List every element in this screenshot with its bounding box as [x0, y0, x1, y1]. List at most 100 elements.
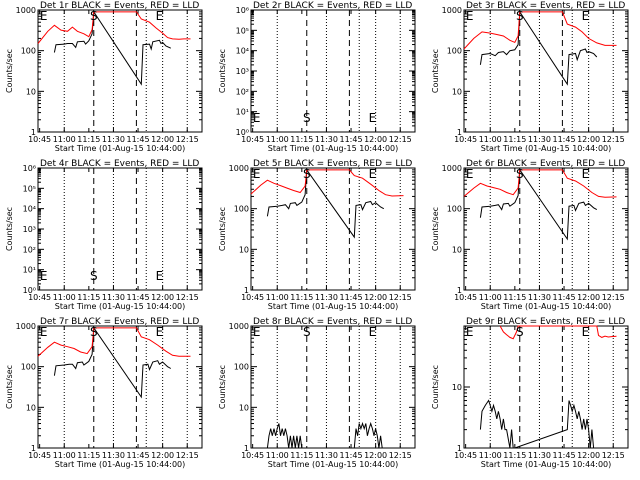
x-tick-label: 11:15 — [503, 293, 526, 302]
y-tick-label: 10⁶ — [23, 164, 36, 173]
x-tick-label: 11:15 — [77, 293, 100, 302]
x-tick-label: 12:00 — [151, 293, 174, 302]
events-series-line — [266, 421, 384, 449]
y-tick-label: 10 — [239, 403, 249, 412]
x-tick-label: 11:30 — [102, 293, 125, 302]
x-tick-label: 11:30 — [102, 135, 125, 144]
lld-series-line — [250, 169, 404, 197]
x-tick-label: 12:00 — [577, 135, 600, 144]
y-tick-label: 100 — [21, 363, 36, 372]
y-tick-label: 100 — [447, 47, 462, 56]
x-tick-label: 11:00 — [53, 451, 76, 460]
y-tick-label: 100 — [234, 205, 249, 214]
x-tick-label: 12:00 — [364, 135, 387, 144]
lld-series-line — [37, 327, 191, 357]
end-marker: E — [582, 167, 590, 181]
x-tick-label: 10:45 — [28, 451, 51, 460]
x-tick-label: 12:00 — [577, 293, 600, 302]
start-marker: S — [303, 111, 311, 125]
events-series-line — [479, 168, 598, 241]
y-tick-label: 1000 — [229, 322, 249, 331]
x-tick-label: 11:00 — [266, 451, 289, 460]
y-axis-label: Counts/sec — [218, 207, 227, 251]
plot-frame — [37, 167, 203, 291]
x-axis-label: Start Time (01-Aug-15 10:44:00) — [268, 460, 399, 469]
end-marker: E — [40, 9, 48, 23]
y-tick-label: 10² — [23, 245, 36, 254]
x-tick-label: 12:15 — [602, 135, 625, 144]
y-tick-label: 100 — [234, 363, 249, 372]
y-tick-label: 1000 — [442, 164, 462, 173]
x-tick-label: 10:45 — [454, 293, 477, 302]
start-marker: S — [90, 9, 98, 23]
x-tick-label: 11:15 — [77, 135, 100, 144]
y-tick-label: 10¹ — [236, 108, 249, 117]
y-axis-label: Counts/sec — [431, 49, 440, 93]
end-marker: E — [582, 325, 590, 339]
plot-frame — [463, 167, 629, 291]
end-marker: E — [156, 9, 164, 23]
y-tick-label: 10 — [452, 383, 462, 392]
y-tick-label: 1000 — [442, 6, 462, 15]
x-tick-label: 11:30 — [102, 451, 125, 460]
x-tick-label: 12:15 — [389, 451, 412, 460]
y-tick-label: 10³ — [23, 225, 36, 234]
end-marker: E — [466, 9, 474, 23]
x-tick-label: 11:15 — [77, 451, 100, 460]
lld-series-line — [463, 169, 617, 198]
x-tick-label: 11:00 — [479, 293, 502, 302]
start-marker: S — [516, 325, 524, 339]
x-axis-label: Start Time (01-Aug-15 10:44:00) — [55, 144, 186, 153]
y-tick-label: 10⁴ — [236, 47, 249, 56]
x-tick-label: 10:45 — [241, 135, 264, 144]
x-tick-label: 10:45 — [28, 135, 51, 144]
x-tick-label: 12:00 — [151, 135, 174, 144]
start-marker: S — [90, 269, 98, 283]
y-tick-label: 10 — [452, 87, 462, 96]
x-tick-label: 10:45 — [454, 135, 477, 144]
end-marker: E — [369, 325, 377, 339]
plot-frame — [463, 325, 629, 449]
panel-title: Det 6r BLACK = Events, RED = LLD — [466, 159, 625, 169]
x-tick-label: 11:45 — [340, 293, 363, 302]
x-tick-label: 11:30 — [528, 135, 551, 144]
x-tick-label: 11:00 — [479, 451, 502, 460]
y-axis-label: Counts/sec — [431, 365, 440, 409]
x-tick-label: 11:30 — [315, 293, 338, 302]
y-tick-label: 100 — [21, 47, 36, 56]
y-tick-label: 1 — [244, 444, 249, 453]
x-tick-label: 10:45 — [241, 293, 264, 302]
panel-title: Det 7r BLACK = Events, RED = LLD — [40, 317, 199, 327]
x-axis-label: Start Time (01-Aug-15 10:44:00) — [481, 144, 612, 153]
y-tick-label: 10⁵ — [236, 26, 249, 35]
end-marker: E — [40, 269, 48, 283]
x-axis-label: Start Time (01-Aug-15 10:44:00) — [55, 460, 186, 469]
x-tick-label: 12:15 — [602, 293, 625, 302]
x-tick-label: 12:00 — [364, 293, 387, 302]
events-series-line — [479, 10, 598, 86]
panel-title: Det 9r BLACK = Events, RED = LLD — [466, 317, 625, 327]
y-axis-label: Counts/sec — [431, 207, 440, 251]
x-tick-label: 11:15 — [290, 135, 313, 144]
y-tick-label: 10⁰ — [23, 286, 36, 295]
x-tick-label: 11:45 — [340, 451, 363, 460]
end-marker: E — [466, 167, 474, 181]
y-tick-label: 10² — [236, 87, 249, 96]
x-tick-label: 11:15 — [503, 451, 526, 460]
y-axis-label: Counts/sec — [218, 49, 227, 93]
plot-frame — [37, 325, 203, 449]
x-tick-label: 12:00 — [364, 451, 387, 460]
x-tick-label: 11:45 — [340, 135, 363, 144]
y-tick-label: 1 — [457, 286, 462, 295]
end-marker: E — [582, 9, 590, 23]
x-tick-label: 12:15 — [176, 293, 199, 302]
y-tick-label: 1 — [244, 286, 249, 295]
x-tick-label: 11:00 — [479, 135, 502, 144]
x-tick-label: 11:15 — [290, 451, 313, 460]
x-tick-label: 10:45 — [241, 451, 264, 460]
